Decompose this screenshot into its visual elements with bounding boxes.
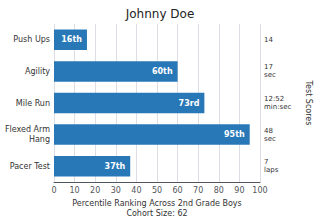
svg-text:100: 100 <box>252 186 267 195</box>
svg-text:Hang: Hang <box>29 135 50 144</box>
svg-text:sec: sec <box>264 135 276 143</box>
svg-text:Johnny Doe: Johnny Doe <box>125 7 195 21</box>
svg-text:Push Ups: Push Ups <box>13 35 50 44</box>
svg-text:48: 48 <box>264 127 273 135</box>
svg-text:20: 20 <box>90 186 100 195</box>
svg-text:95th: 95th <box>224 130 245 139</box>
svg-text:37th: 37th <box>105 162 126 171</box>
svg-text:Mile Run: Mile Run <box>16 99 50 108</box>
svg-text:min:sec: min:sec <box>264 103 292 111</box>
svg-text:Flexed Arm: Flexed Arm <box>5 125 50 134</box>
svg-text:Agility: Agility <box>25 67 50 76</box>
svg-text:Pacer Test: Pacer Test <box>10 162 50 171</box>
svg-text:10: 10 <box>70 186 80 195</box>
svg-text:60th: 60th <box>152 67 173 76</box>
svg-text:90: 90 <box>234 186 244 195</box>
svg-text:Test Scores: Test Scores <box>304 80 313 126</box>
svg-text:80: 80 <box>214 186 224 195</box>
svg-text:40: 40 <box>131 186 141 195</box>
svg-text:Percentile Ranking Across 2nd: Percentile Ranking Across 2nd Grade Boys <box>72 199 242 208</box>
svg-text:Cohort Size: 62: Cohort Size: 62 <box>126 209 187 218</box>
svg-text:sec: sec <box>264 71 276 79</box>
svg-text:73rd: 73rd <box>179 99 200 108</box>
svg-text:12:52: 12:52 <box>264 95 284 103</box>
svg-text:0: 0 <box>51 186 56 195</box>
svg-text:17: 17 <box>264 63 273 71</box>
svg-text:60: 60 <box>173 186 183 195</box>
svg-text:14: 14 <box>264 36 273 44</box>
svg-text:30: 30 <box>111 186 121 195</box>
svg-text:50: 50 <box>152 186 162 195</box>
svg-text:16th: 16th <box>61 35 82 44</box>
svg-text:7: 7 <box>264 158 268 166</box>
svg-text:70: 70 <box>193 186 203 195</box>
svg-text:laps: laps <box>264 166 279 174</box>
